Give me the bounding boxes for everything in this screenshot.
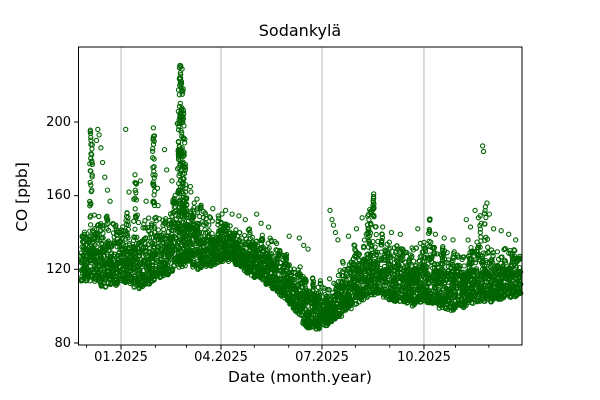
x-tick-04-2025: 04.2025 [194, 350, 248, 365]
y-tick-120: 120 [46, 261, 71, 277]
x-tick-10-2025: 10.2025 [397, 350, 451, 365]
x-axis-label: Date (month.year) [228, 368, 372, 386]
y-tick-160: 160 [46, 188, 71, 204]
x-tick-07-2025: 07.2025 [295, 350, 349, 365]
chart-title: Sodankylä [258, 21, 342, 40]
y-tick-200: 200 [46, 114, 71, 130]
y-tick-80: 80 [54, 335, 71, 351]
x-tick-01-2025: 01.2025 [94, 350, 148, 365]
